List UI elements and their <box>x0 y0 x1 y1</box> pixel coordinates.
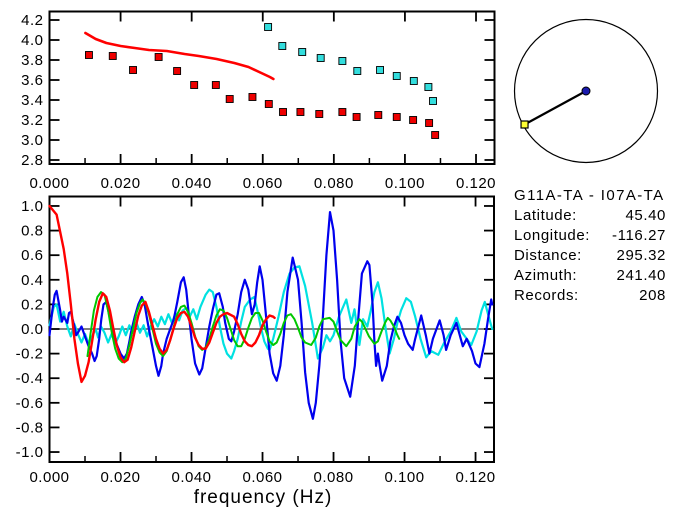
measured-dispersion-cyan-marker <box>409 77 418 85</box>
measured-dispersion-red-marker <box>108 52 117 60</box>
x-tick-label: 0.120 <box>456 175 496 192</box>
x-tick-label: 0.080 <box>314 469 354 486</box>
measured-dispersion-red-marker <box>85 51 93 59</box>
measured-dispersion-red-marker <box>315 110 324 118</box>
y-tick-label: 1.0 <box>21 198 43 215</box>
dispersion-chart: 0.000 0.020 0.040 0.060 0.080 0.100 0.120 4.2 4.… <box>21 10 496 192</box>
x-tick-label: 0.060 <box>242 469 282 486</box>
measured-dispersion-red-marker <box>211 81 220 89</box>
measured-dispersion-cyan-marker <box>338 57 347 65</box>
waveform-chart: 0.000 0.020 0.040 0.060 0.080 0.100 0.120 1.0 0.… <box>16 195 496 486</box>
measured-dispersion-red-marker <box>154 53 163 61</box>
y-tick-label: 0.8 <box>21 223 43 240</box>
y-tick-label: 3.2 <box>21 112 43 129</box>
measured-dispersion-cyan-marker <box>353 67 362 75</box>
info-value: 45.40 <box>625 207 666 224</box>
measured-dispersion-red-marker <box>374 111 383 119</box>
measured-dispersion-cyan-marker <box>298 48 307 56</box>
measured-dispersion-red-marker <box>352 113 361 121</box>
azimuth-line <box>524 90 587 126</box>
info-row-distance: Distance: 295.32 <box>514 246 666 266</box>
x-tick-label: 0.040 <box>172 175 212 192</box>
x-tick-label: 0.000 <box>29 469 69 486</box>
measured-dispersion-cyan-marker <box>264 23 273 31</box>
info-label: Distance: <box>514 247 582 264</box>
plot-frame <box>48 10 496 165</box>
measured-dispersion-cyan-marker <box>376 66 385 74</box>
station-marker-end <box>520 120 529 129</box>
measured-dispersion-red-marker <box>190 81 199 89</box>
measured-dispersion-cyan-marker <box>392 72 401 80</box>
x-tick-label: 0.100 <box>385 469 425 486</box>
y-tick-label: 2.8 <box>21 152 43 169</box>
x-axis-title: frequency (Hz) <box>194 487 333 508</box>
info-row-records: Records: 208 <box>514 286 666 306</box>
info-panel: G11A-TA - I07A-TA Latitude: 45.40 Longit… <box>514 186 666 306</box>
info-label: Azimuth: <box>514 267 578 284</box>
info-value: 241.40 <box>616 267 666 284</box>
series-waveform-red <box>48 204 276 384</box>
y-tick-label: 3.6 <box>21 72 43 89</box>
station-marker-center <box>581 86 591 96</box>
measured-dispersion-red-marker <box>296 108 305 116</box>
measured-dispersion-cyan-marker <box>316 54 325 62</box>
y-tick-label: 4.2 <box>21 12 43 29</box>
y-tick-label: 4.0 <box>21 32 43 49</box>
measured-dispersion-red-marker <box>409 116 418 124</box>
y-tick-label: 3.0 <box>21 132 43 149</box>
info-value: 208 <box>639 287 666 304</box>
x-tick-label: 0.080 <box>314 175 354 192</box>
y-tick-label: 0.0 <box>21 321 43 338</box>
measured-dispersion-red-marker <box>338 108 347 116</box>
measured-dispersion-cyan-marker <box>424 83 433 91</box>
measured-dispersion-red-marker <box>129 66 137 74</box>
info-label: Latitude: <box>514 207 577 224</box>
measured-dispersion-cyan-marker <box>429 97 437 105</box>
info-row-latitude: Latitude: 45.40 <box>514 206 666 226</box>
x-tick-label: 0.100 <box>385 175 425 192</box>
series-model-dispersion-curve <box>84 31 275 81</box>
measured-dispersion-red-marker <box>248 93 257 101</box>
measured-dispersion-red-marker <box>392 113 401 121</box>
info-row-azimuth: Azimuth: 241.40 <box>514 266 666 286</box>
measured-dispersion-cyan-marker <box>278 42 287 50</box>
info-label: Records: <box>514 287 579 304</box>
y-tick-label: -0.6 <box>16 395 44 412</box>
measured-dispersion-red-marker <box>225 95 234 103</box>
x-tick-label: 0.020 <box>100 469 140 486</box>
x-tick-label: 0.060 <box>243 175 283 192</box>
info-value: -116.27 <box>612 227 666 244</box>
y-tick-label: 3.8 <box>21 52 43 69</box>
info-row-longitude: Longitude: -116.27 <box>514 226 666 246</box>
x-tick-label: 0.120 <box>456 469 496 486</box>
azimuth-circle <box>513 18 659 164</box>
x-tick-label: 0.040 <box>171 469 211 486</box>
y-tick-label: -0.2 <box>16 346 44 363</box>
measured-dispersion-red-marker <box>279 108 287 116</box>
station-pair-title: G11A-TA - I07A-TA <box>514 187 665 204</box>
series-waveform-green <box>86 291 401 364</box>
y-tick-label: 0.4 <box>21 272 43 289</box>
azimuth-diagram <box>513 18 659 164</box>
info-value: 295.32 <box>616 247 666 264</box>
x-tick-label: 0.000 <box>29 175 69 192</box>
y-tick-label: 0.2 <box>21 296 43 313</box>
y-tick-label: 0.6 <box>21 247 43 264</box>
info-label: Longitude: <box>514 227 591 244</box>
y-tick-label: -0.8 <box>16 419 44 436</box>
y-tick-label: 3.4 <box>21 92 43 109</box>
x-tick-label: 0.020 <box>101 175 141 192</box>
measured-dispersion-red-marker <box>264 100 273 108</box>
y-tick-label: -0.4 <box>16 370 44 387</box>
y-tick-label: -1.0 <box>16 444 44 461</box>
measured-dispersion-red-marker <box>431 131 440 139</box>
measured-dispersion-red-marker <box>173 67 182 75</box>
measured-dispersion-red-marker <box>425 119 434 127</box>
